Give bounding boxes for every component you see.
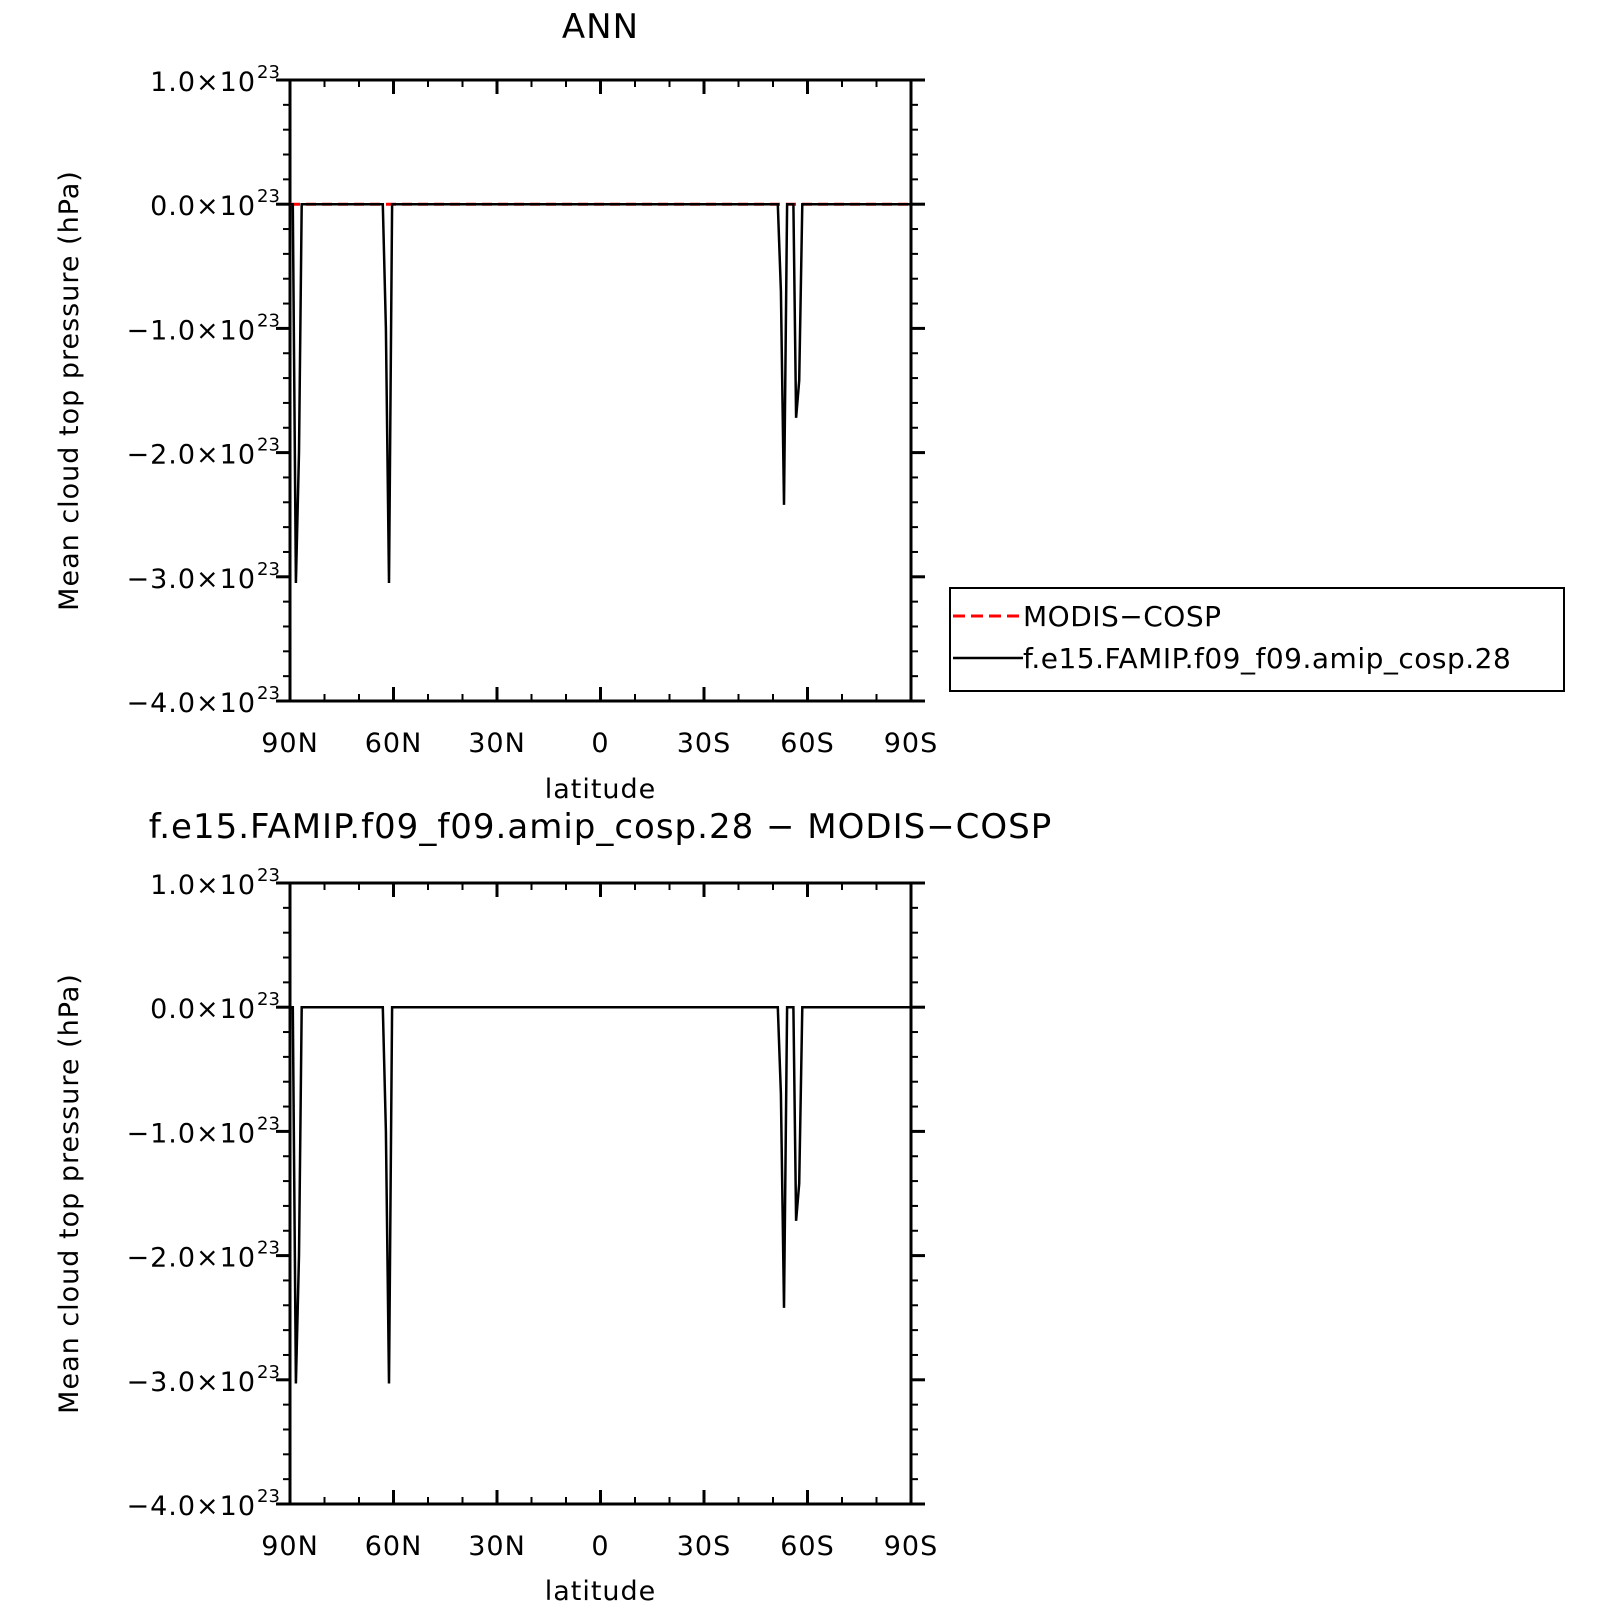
x-tick-label: 90S xyxy=(884,1531,939,1562)
y-tick-exponent: 23 xyxy=(257,559,280,580)
plot-frame xyxy=(288,78,913,703)
x-tick-label: 90S xyxy=(884,728,939,759)
legend: MODIS−COSP f.e15.FAMIP.f09_f09.amip_cosp.… xyxy=(949,587,1565,692)
chart-title: ANN xyxy=(562,7,639,47)
y-tick-label: −3.0×10 xyxy=(126,564,256,595)
series-line-model xyxy=(290,202,911,584)
y-tick-exponent: 23 xyxy=(257,865,280,886)
y-tick-label: −4.0×10 xyxy=(126,688,256,719)
y-tick-label: −2.0×10 xyxy=(126,440,256,471)
legend-label: MODIS−COSP xyxy=(1023,600,1222,633)
series-line-model xyxy=(290,1005,911,1384)
chart-title: f.e15.FAMIP.f09_f09.amip_cosp.28 − MODIS… xyxy=(149,807,1053,847)
x-tick-label: 30N xyxy=(468,1531,526,1562)
y-tick-label: 1.0×10 xyxy=(150,67,256,98)
x-tick-label: 0 xyxy=(591,1531,609,1562)
y-tick-exponent: 23 xyxy=(257,62,280,83)
y-tick-exponent: 23 xyxy=(257,1486,280,1507)
legend-box xyxy=(949,587,1565,692)
chart-panel-2: f.e15.FAMIP.f09_f09.amip_cosp.28 − MODIS… xyxy=(54,807,1053,1607)
y-tick-exponent: 23 xyxy=(257,435,280,456)
x-tick-label: 60S xyxy=(780,728,835,759)
x-tick-label: 0 xyxy=(591,728,609,759)
x-tick-label: 60S xyxy=(780,1531,835,1562)
y-tick-exponent: 23 xyxy=(257,989,280,1010)
y-tick-label: −1.0×10 xyxy=(126,315,256,346)
y-tick-label: 0.0×10 xyxy=(150,994,256,1025)
legend-label: f.e15.FAMIP.f09_f09.amip_cosp.28 xyxy=(1023,642,1511,675)
plot-frame xyxy=(288,881,913,1506)
y-tick-exponent: 23 xyxy=(257,1238,280,1259)
y-axis-title: Mean cloud top pressure (hPa) xyxy=(54,973,85,1414)
x-tick-label: 60N xyxy=(365,1531,423,1562)
x-axis-title: latitude xyxy=(545,774,657,805)
x-axis-title: latitude xyxy=(545,1576,657,1607)
y-tick-label: −1.0×10 xyxy=(126,1118,256,1149)
x-tick-label: 60N xyxy=(365,728,423,759)
x-tick-label: 30N xyxy=(468,728,526,759)
x-tick-label: 90N xyxy=(261,728,319,759)
y-tick-label: 1.0×10 xyxy=(150,870,256,901)
y-tick-exponent: 23 xyxy=(257,186,280,207)
y-tick-label: −4.0×10 xyxy=(126,1491,256,1522)
y-tick-exponent: 23 xyxy=(257,683,280,704)
y-tick-exponent: 23 xyxy=(257,1113,280,1134)
y-tick-label: −2.0×10 xyxy=(126,1243,256,1274)
x-tick-label: 90N xyxy=(261,1531,319,1562)
y-tick-label: −3.0×10 xyxy=(126,1367,256,1398)
y-tick-label: 0.0×10 xyxy=(150,191,256,222)
y-axis-title: Mean cloud top pressure (hPa) xyxy=(54,170,85,611)
x-tick-label: 30S xyxy=(677,728,732,759)
y-tick-exponent: 23 xyxy=(257,1362,280,1383)
x-tick-label: 30S xyxy=(677,1531,732,1562)
y-tick-exponent: 23 xyxy=(257,310,280,331)
